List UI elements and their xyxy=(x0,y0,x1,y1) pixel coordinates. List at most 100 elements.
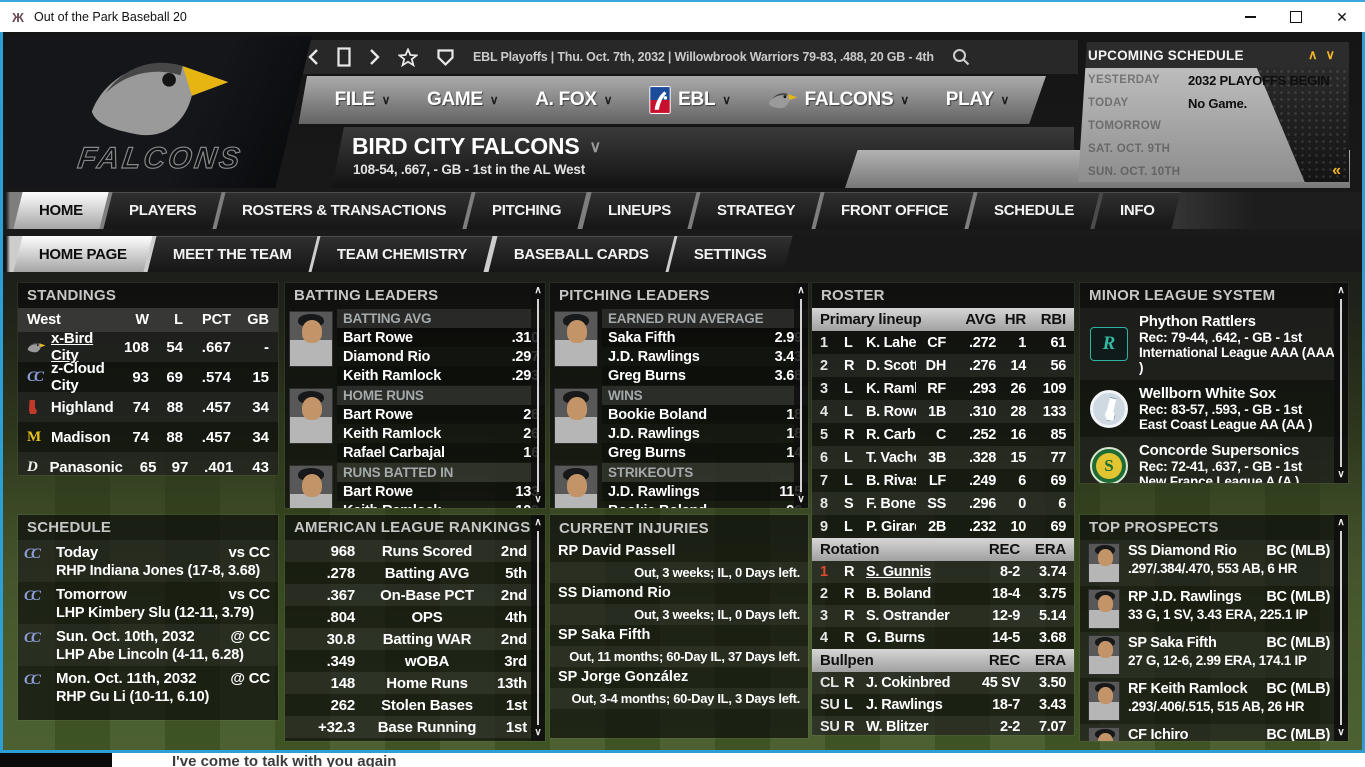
scroll-up-icon[interactable] xyxy=(534,286,541,296)
menu-game[interactable]: GAME xyxy=(427,89,499,111)
scroll-thumb[interactable] xyxy=(537,299,539,492)
standings-row[interactable]: x-Bird City 108 54 .667- xyxy=(18,330,278,364)
ranking-row[interactable]: .804 OPS 4th xyxy=(326,608,528,626)
leader-row[interactable]: Bookie Boland96 xyxy=(602,501,808,509)
search-icon[interactable] xyxy=(952,48,970,66)
bullpen-row[interactable]: SU L J. Rawlings 18-7 3.43 xyxy=(820,697,1066,713)
favorites-star-icon[interactable] xyxy=(398,47,418,67)
lineup-row[interactable]: 4 L B. Rowe 1B .310 28 133 xyxy=(812,400,1074,423)
forward-icon[interactable] xyxy=(369,48,380,66)
injured-player[interactable]: SP Saka Fifth xyxy=(558,627,651,643)
subtab-home-page[interactable]: HOME PAGE xyxy=(13,236,153,272)
subtab-team-chemistry[interactable]: TEAM CHEMISTRY xyxy=(311,236,494,272)
scrollbar[interactable] xyxy=(794,283,808,508)
rotation-row[interactable]: 2 R B. Boland 18-4 3.75 xyxy=(820,586,1066,602)
scroll-up-icon[interactable] xyxy=(1337,286,1344,296)
bullpen-row[interactable]: CL R J. Cokinbred 45 SV 3.50 xyxy=(812,672,1074,694)
leader-row[interactable]: Rafael Carbajal16 xyxy=(337,443,545,462)
leader-row[interactable]: Keith Ramlock .293 xyxy=(337,366,545,385)
schedule-game-row[interactable]: CC Mon. Oct. 11th, 2032 @ CC RHP Gu Li (10… xyxy=(24,670,270,705)
scroll-up-icon[interactable] xyxy=(1304,47,1322,63)
leader-row[interactable]: Bart Rowe .310 xyxy=(337,328,545,347)
collapse-chevrons-icon[interactable] xyxy=(1332,162,1341,180)
leader-row[interactable]: J.D. Rawlings 3.43 xyxy=(608,348,802,365)
standings-row[interactable]: M Madison 74 88 .457 34 xyxy=(27,428,269,446)
scroll-thumb[interactable] xyxy=(537,531,539,725)
subtab-baseball-cards[interactable]: BASEBALL CARDS xyxy=(488,236,674,272)
menu-team[interactable]: FALCONS xyxy=(768,89,909,111)
scroll-down-icon[interactable] xyxy=(534,495,541,505)
prospect-row[interactable]: SP Saka Fifth BC (MLB) 27 G, 12-6, 2.99 ER… xyxy=(1080,632,1348,678)
ranking-row[interactable]: .349 wOBA 3rd xyxy=(326,652,528,670)
scroll-thumb[interactable] xyxy=(1340,531,1342,725)
leader-row[interactable]: Bart Rowe28 xyxy=(337,405,545,424)
ranking-row[interactable]: +32.3 Base Running 1st xyxy=(285,716,545,738)
scroll-down-icon[interactable] xyxy=(534,728,541,738)
scroll-down-icon[interactable] xyxy=(797,495,804,505)
ranking-row[interactable]: .367 On-Base PCT 2nd xyxy=(285,584,545,606)
subtab-settings[interactable]: SETTINGS xyxy=(668,236,793,272)
schedule-game-row[interactable]: CC Today vs CC RHP Indiana Jones (17-8, 3.… xyxy=(18,540,278,582)
tab-strategy[interactable]: STRATEGY xyxy=(691,192,821,229)
subtab-meet-the-team[interactable]: MEET THE TEAM xyxy=(147,236,317,272)
lineup-row[interactable]: 7 L B. Rivas LF .249 6 69 xyxy=(820,472,1066,489)
menu-file[interactable]: FILE xyxy=(335,89,391,111)
scroll-thumb[interactable] xyxy=(1340,299,1342,467)
rotation-row[interactable]: 4 R G. Burns 14-5 3.68 xyxy=(820,630,1066,646)
tab-schedule[interactable]: SCHEDULE xyxy=(968,192,1100,229)
tab-lineups[interactable]: LINEUPS xyxy=(582,192,697,229)
leader-row[interactable]: Saka Fifth 2.99 xyxy=(602,328,808,347)
tab-info[interactable]: INFO xyxy=(1094,192,1181,229)
injured-player[interactable]: SS Diamond Rio xyxy=(558,585,671,601)
scroll-up-icon[interactable] xyxy=(1337,518,1344,528)
scroll-down-icon[interactable] xyxy=(1337,728,1344,738)
leader-row[interactable]: Bart Rowe 133 xyxy=(337,482,545,501)
scrollbar[interactable] xyxy=(531,283,545,508)
ranking-row[interactable]: 30.8 Batting WAR 2nd xyxy=(285,628,545,650)
minor-team-row[interactable]: S Concorde Supersonics Rec: 72-41, .637, … xyxy=(1080,437,1348,483)
menu-play[interactable]: PLAY xyxy=(946,89,1010,111)
scrollbar[interactable] xyxy=(1334,515,1348,741)
scrollbar[interactable] xyxy=(531,515,545,741)
leader-row[interactable]: Keith Ramlock26 xyxy=(343,425,539,442)
scroll-down-icon[interactable] xyxy=(1321,47,1339,63)
lineup-row[interactable]: 8 S F. Bone SS .296 0 6 xyxy=(812,492,1074,515)
ranking-row[interactable]: .278 Batting AVG 5th xyxy=(326,564,528,582)
leader-row[interactable]: Diamond Rio .297 xyxy=(343,348,539,365)
rotation-row[interactable]: 3 R S. Ostrander 12-9 5.14 xyxy=(812,605,1074,627)
team-selector[interactable]: BIRD CITY FALCONS xyxy=(352,133,601,160)
schedule-game-row[interactable]: CC Sun. Oct. 10th, 2032 @ CC LHP Abe Linco… xyxy=(18,624,278,666)
maximize-button[interactable] xyxy=(1273,2,1319,32)
scroll-up-icon[interactable] xyxy=(534,518,541,528)
minimize-button[interactable] xyxy=(1227,2,1273,32)
tab-home[interactable]: HOME xyxy=(13,192,109,229)
back-icon[interactable] xyxy=(308,48,319,66)
home-icon[interactable] xyxy=(436,48,455,67)
scroll-down-icon[interactable] xyxy=(1337,470,1344,480)
prospect-row[interactable]: SS Diamond Rio BC (MLB) .297/.384/.470, 55… xyxy=(1080,540,1348,586)
menu-manager[interactable]: A. FOX xyxy=(535,89,612,111)
injured-player[interactable]: SP Jorge González xyxy=(558,669,689,685)
ranking-row[interactable]: 262 Stolen Bases 1st xyxy=(330,696,528,714)
lineup-row[interactable]: 2 R D. Scott DH .276 14 56 xyxy=(812,354,1074,377)
close-button[interactable]: ✕ xyxy=(1336,8,1348,25)
standings-row[interactable]: Highland 74 88 .457 34 xyxy=(18,392,278,422)
standings-row[interactable]: CC z-Cloud City 93 69 .574 15 xyxy=(27,360,269,394)
tab-front-office[interactable]: FRONT OFFICE xyxy=(815,192,974,229)
scroll-thumb[interactable] xyxy=(800,299,802,492)
leader-row[interactable]: Greg Burns 3.68 xyxy=(602,366,808,385)
scrollbar[interactable] xyxy=(1334,283,1348,483)
rotation-row[interactable]: 1 R S. Gunnis 8-2 3.74 xyxy=(812,561,1074,583)
bullpen-row[interactable]: SU R W. Blitzer 2-2 7.07 xyxy=(812,716,1074,735)
schedule-game-row[interactable]: CC Tomorrow vs CC LHP Kimbery Slu (12-11, … xyxy=(24,586,270,621)
injured-player[interactable]: RP David Passell xyxy=(558,543,676,559)
ranking-row[interactable]: 148 Home Runs 13th xyxy=(285,672,545,694)
menu-league[interactable]: EBL xyxy=(649,86,731,114)
leader-row[interactable]: J.D. Rawlings 115 xyxy=(602,482,808,501)
